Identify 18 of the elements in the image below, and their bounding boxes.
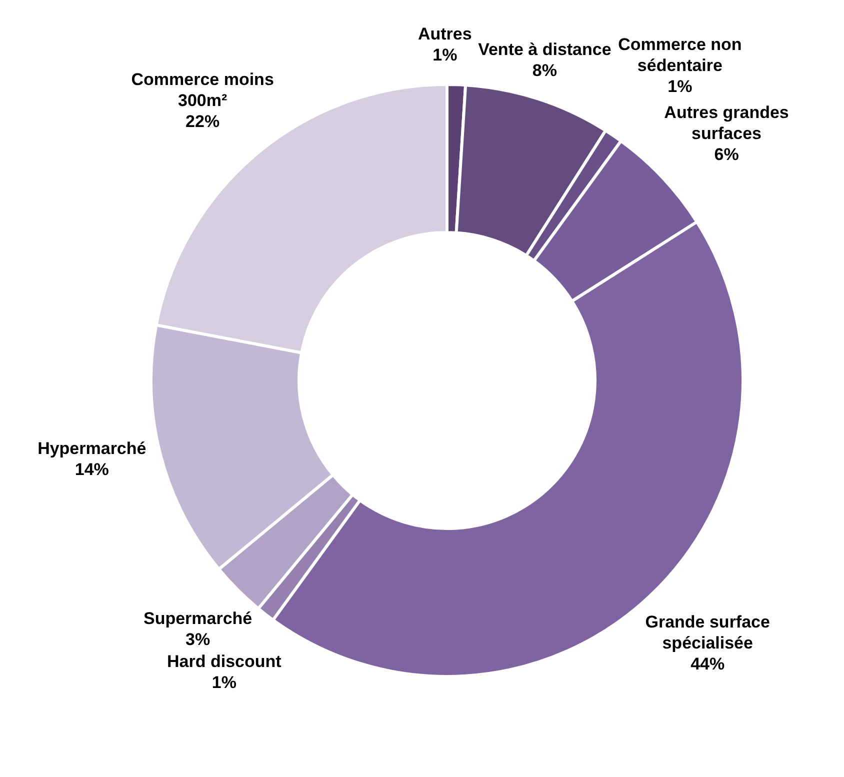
slice-label: Hard discount (167, 652, 282, 671)
slice-label: Grande surface spécialisée (645, 612, 770, 652)
data-label: 44% (690, 654, 725, 674)
data-label: 3% (186, 630, 210, 650)
data-label: 8% (532, 61, 557, 80)
data-label: 22% (186, 112, 220, 132)
data-label: 14% (74, 460, 109, 480)
slice-label: Commerce non sédentaire (618, 34, 742, 75)
slice-label: Autres (418, 24, 472, 44)
data-label: 1% (668, 76, 692, 96)
data-label: 1% (212, 672, 236, 692)
slice-label: Autres grandes surfaces (664, 103, 789, 144)
data-label: 1% (432, 45, 458, 64)
slice-label: Vente à distance (478, 40, 612, 60)
slice-label: Commerce moins 300m² (131, 70, 274, 110)
data-label: 6% (714, 145, 739, 164)
slice-label: Supermarché (143, 609, 252, 628)
slice-label: Hypermarché (38, 439, 146, 458)
